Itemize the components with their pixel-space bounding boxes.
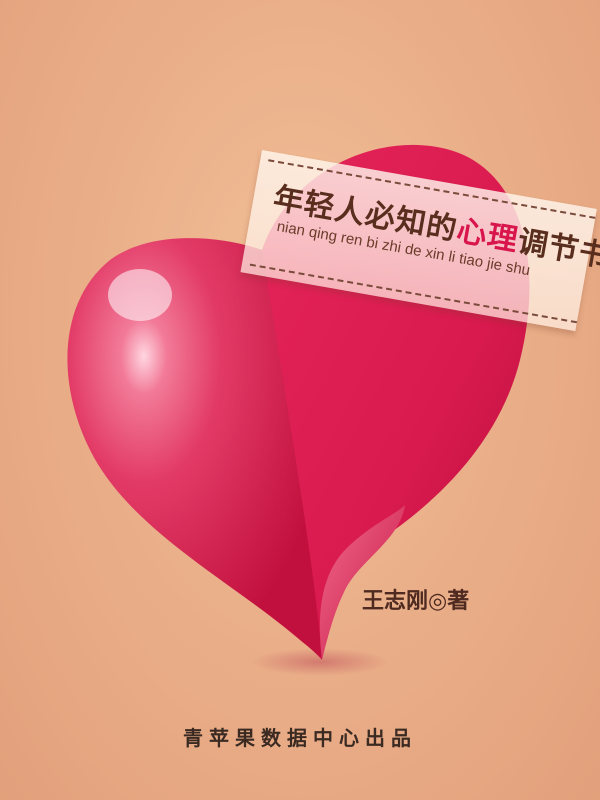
heart-gloss	[108, 269, 172, 321]
author: 王志刚◎著	[362, 589, 470, 614]
heart-curl	[319, 505, 405, 660]
heart-shadow	[250, 648, 390, 676]
heart-left-lobe	[67, 238, 322, 660]
publisher: 青苹果数据中心出品	[183, 726, 417, 750]
